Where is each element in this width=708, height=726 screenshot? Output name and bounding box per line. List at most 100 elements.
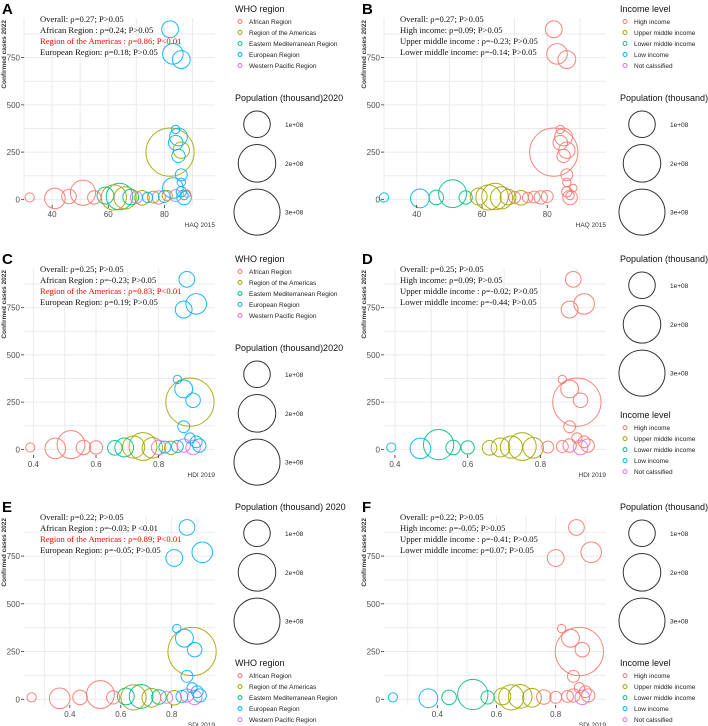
panel-B: B 40 60 80 0 250 500 750 HAQ 2015 Confirmed cases…	[361, 1, 708, 236]
data-point	[556, 148, 571, 164]
data-point	[441, 689, 457, 706]
legend-key	[237, 280, 243, 285]
y-tick-label: 250	[7, 148, 21, 157]
x-axis-label: HAQ 2015	[576, 222, 607, 229]
legend-key	[622, 706, 628, 712]
data-point	[44, 187, 66, 210]
data-point	[174, 379, 194, 399]
data-point	[141, 437, 164, 459]
legend-key	[237, 673, 243, 679]
legend: Population (thousand) 2020 1e+08 2e+08 3e+0…	[233, 502, 346, 724]
data-point	[167, 626, 217, 677]
data-point	[438, 179, 467, 209]
legend-key	[237, 291, 243, 296]
annotation-line: Lower middle income: ρ=-0.44; P>0.05	[400, 297, 537, 307]
data-point	[160, 690, 174, 704]
data-point	[469, 187, 488, 206]
data-point	[508, 191, 522, 204]
data-point	[422, 428, 455, 461]
legend-size-key	[628, 110, 656, 139]
y-tick-label: 750	[7, 552, 21, 561]
y-axis-label: Confirmed cases 2022	[1, 518, 8, 587]
x-axis-label: HAQ 2015	[185, 222, 216, 229]
panel-A: A 40 60 80 0 250 500 750 HAQ 2015 Confirmed cases…	[1, 1, 343, 236]
annotation-line: High income: ρ=0.09; P>0.05	[400, 275, 503, 285]
data-point	[574, 641, 591, 658]
x-tick-label: 0.8	[535, 460, 547, 469]
data-point	[169, 189, 183, 202]
x-tick-label: 80	[543, 210, 552, 219]
data-point	[562, 189, 578, 206]
data-point	[162, 177, 184, 199]
data-point	[96, 186, 115, 205]
x-axis-label: SDI 2019	[188, 722, 215, 726]
data-point	[88, 440, 104, 455]
legend-label: Region of the Americas	[249, 684, 317, 691]
y-tick-label: 500	[7, 351, 21, 360]
legend-title: WHO region	[235, 4, 285, 14]
legend-key	[237, 41, 243, 46]
legend-key	[622, 425, 628, 431]
legend-size-key	[233, 188, 281, 236]
data-point	[562, 177, 572, 188]
data-point	[561, 689, 574, 703]
data-point	[170, 440, 184, 453]
data-point	[458, 190, 473, 205]
legend-key	[622, 469, 628, 475]
legend-size-key	[237, 394, 277, 433]
data-point	[69, 179, 97, 206]
legend-key	[237, 19, 243, 24]
grid	[24, 516, 215, 705]
legend-label: Eastern Mediterranean Region	[249, 291, 338, 298]
legend-key	[237, 302, 243, 307]
data-point	[56, 430, 86, 460]
data-point	[527, 190, 541, 204]
legend-size-key	[618, 349, 666, 397]
legend-key	[622, 30, 628, 35]
legend-size-key	[237, 144, 277, 183]
data-point	[387, 692, 398, 703]
legend-label: Eastern Mediterranean Region	[249, 41, 338, 48]
annotation-line: Upper middle income : ρ=-0.41; P>0.05	[400, 534, 538, 544]
data-point	[499, 188, 517, 206]
data-point	[507, 684, 533, 709]
data-point	[182, 189, 192, 198]
legend-size-key	[243, 360, 271, 389]
data-point	[161, 189, 173, 202]
panel-E: E 0.4 0.6 0.8 0 250 500 750 SDI 2019 Confirmed ca…	[1, 499, 346, 726]
data-point	[146, 190, 160, 204]
x-tick-label: 0.6	[115, 710, 127, 719]
legend-size-key	[622, 553, 662, 592]
legend-title: Population (thousand) 2020	[620, 502, 708, 512]
bubbles	[25, 270, 215, 461]
data-point	[105, 182, 134, 211]
x-tick-label: 40	[48, 210, 57, 219]
data-point	[185, 439, 201, 456]
data-point	[172, 374, 183, 385]
data-point	[87, 190, 102, 205]
legend-label: 2e+08	[670, 570, 689, 577]
legend-key	[237, 706, 243, 712]
grid	[384, 516, 606, 705]
legend-key	[237, 684, 243, 690]
data-point	[418, 688, 439, 709]
data-point	[169, 127, 188, 147]
annotation-line: African Region : ρ=0.24; P>0.05	[40, 25, 153, 35]
annotation-line: Overall: ρ=0.27; P>0.05	[40, 14, 124, 24]
data-point	[151, 190, 166, 205]
data-point	[150, 439, 167, 456]
y-tick-label: 250	[367, 148, 381, 157]
legend-label: Not calssified	[634, 63, 673, 70]
legend-key	[237, 269, 243, 274]
data-point	[85, 680, 115, 709]
annotation-line: Overall: ρ=0.25; P>0.05	[400, 264, 484, 274]
annotation-line: Overall: ρ=0.27; P>0.05	[400, 14, 484, 24]
data-point	[161, 20, 179, 39]
annotation-line: Upper middle income : ρ=-0.23; P>0.05	[400, 36, 538, 46]
data-point	[192, 688, 207, 703]
data-point	[556, 623, 567, 634]
